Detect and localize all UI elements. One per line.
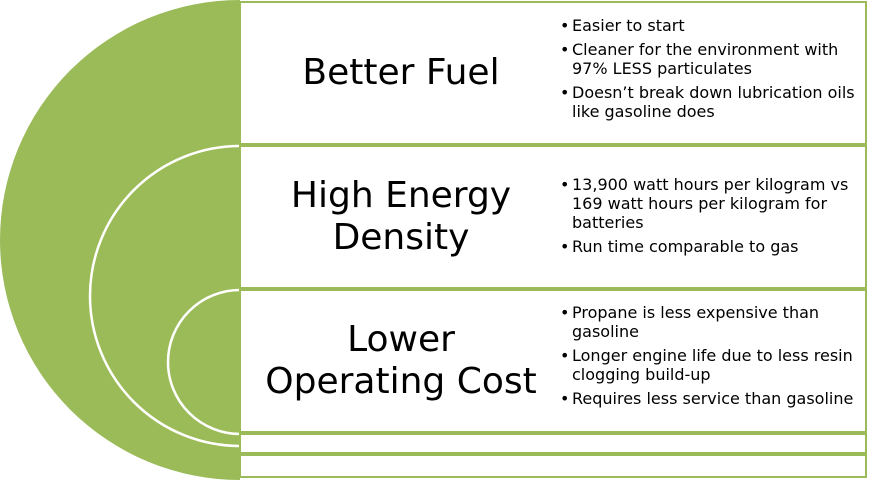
- row-title-better-fuel: Better Fuel: [256, 2, 546, 144]
- green-arc: [0, 0, 240, 480]
- row-title-high-energy-density: High Energy Density: [256, 146, 546, 288]
- bullet-item: 13,900 watt hours per kilogram vs 169 wa…: [560, 175, 862, 232]
- row-title-line: Density: [332, 217, 470, 258]
- inner-circle-2: [166, 288, 241, 436]
- bullet-item: Doesn’t break down lubrication oils like…: [560, 83, 862, 121]
- row-title-line: High Energy: [290, 175, 512, 216]
- row-title-line: Better Fuel: [302, 52, 500, 93]
- row-title-line: Operating Cost: [265, 361, 537, 402]
- row-box-empty-1: [239, 433, 867, 454]
- row-title-lower-operating-cost: Lower Operating Cost: [256, 290, 546, 432]
- bullet-item: Cleaner for the environment with 97% LES…: [560, 40, 862, 78]
- bullet-item: Run time comparable to gas: [560, 237, 862, 256]
- row-box-empty-2: [239, 454, 867, 478]
- bullet-item: Longer engine life due to less resin clo…: [560, 346, 862, 384]
- bullet-item: Propane is less expensive than gasoline: [560, 303, 862, 341]
- bullet-list-lower-operating-cost: Propane is less expensive than gasoline …: [560, 303, 862, 413]
- inner-circle-1: [88, 144, 241, 448]
- row-title-line: Lower: [347, 319, 455, 360]
- bullet-list-better-fuel: Easier to start Cleaner for the environm…: [560, 16, 862, 126]
- bullet-item: Easier to start: [560, 16, 862, 35]
- bullet-list-high-energy-density: 13,900 watt hours per kilogram vs 169 wa…: [560, 175, 862, 261]
- bullet-item: Requires less service than gasoline: [560, 389, 862, 408]
